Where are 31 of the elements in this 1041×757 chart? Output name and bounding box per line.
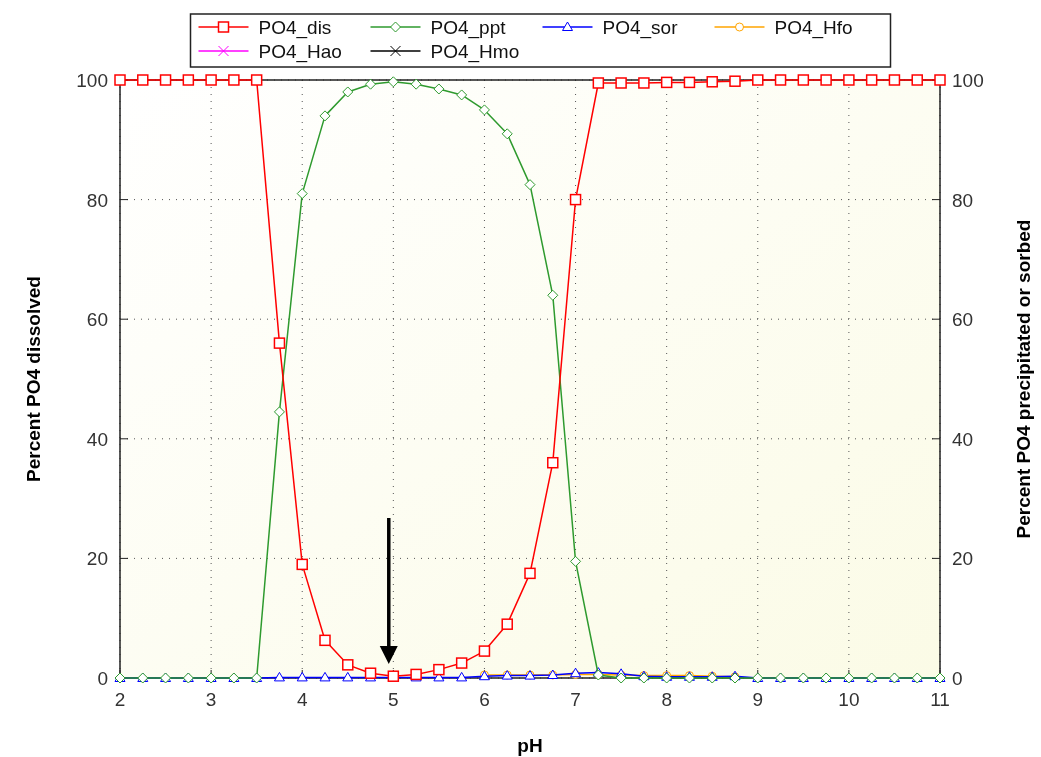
x-tick-label: 2 [114,689,126,710]
x-axis-title: pH [517,735,543,756]
y-tick-label: 80 [86,189,108,211]
y-tick-label: 60 [86,309,108,331]
y2-tick-label: 40 [952,428,974,450]
x-tick-label: 10 [838,689,860,710]
y2-tick-label: 100 [952,70,984,91]
y2-tick-label: 20 [952,548,974,570]
legend-label: PO4_ppt [430,17,507,39]
legend-label: PO4_Hao [258,41,342,63]
x-tick-label: 7 [570,689,581,710]
legend-label: PO4_Hmo [430,41,520,63]
x-tick-label: 9 [752,689,764,710]
y2-tick-label: 80 [952,189,974,211]
x-tick-label: 8 [661,689,672,710]
y2-axis-title: Percent PO4 precipitated or sorbed [1013,219,1034,539]
x-tick-label: 3 [205,689,217,710]
legend-label: PO4_sor [602,17,679,39]
y2-tick-label: 0 [952,668,963,689]
y-tick-label: 100 [76,70,108,91]
y-tick-label: 20 [86,548,108,570]
x-tick-label: 6 [479,689,490,710]
x-tick-label: 5 [388,689,399,710]
x-tick-label: 11 [930,689,950,710]
y2-tick-label: 60 [952,309,974,331]
y-tick-label: 0 [97,668,108,689]
y-axis-title: Percent PO4 dissolved [23,276,44,482]
x-tick-label: 4 [296,689,308,710]
legend-label: PO4_dis [258,17,332,39]
legend-label: PO4_Hfo [774,17,853,39]
y-tick-label: 40 [86,428,108,450]
